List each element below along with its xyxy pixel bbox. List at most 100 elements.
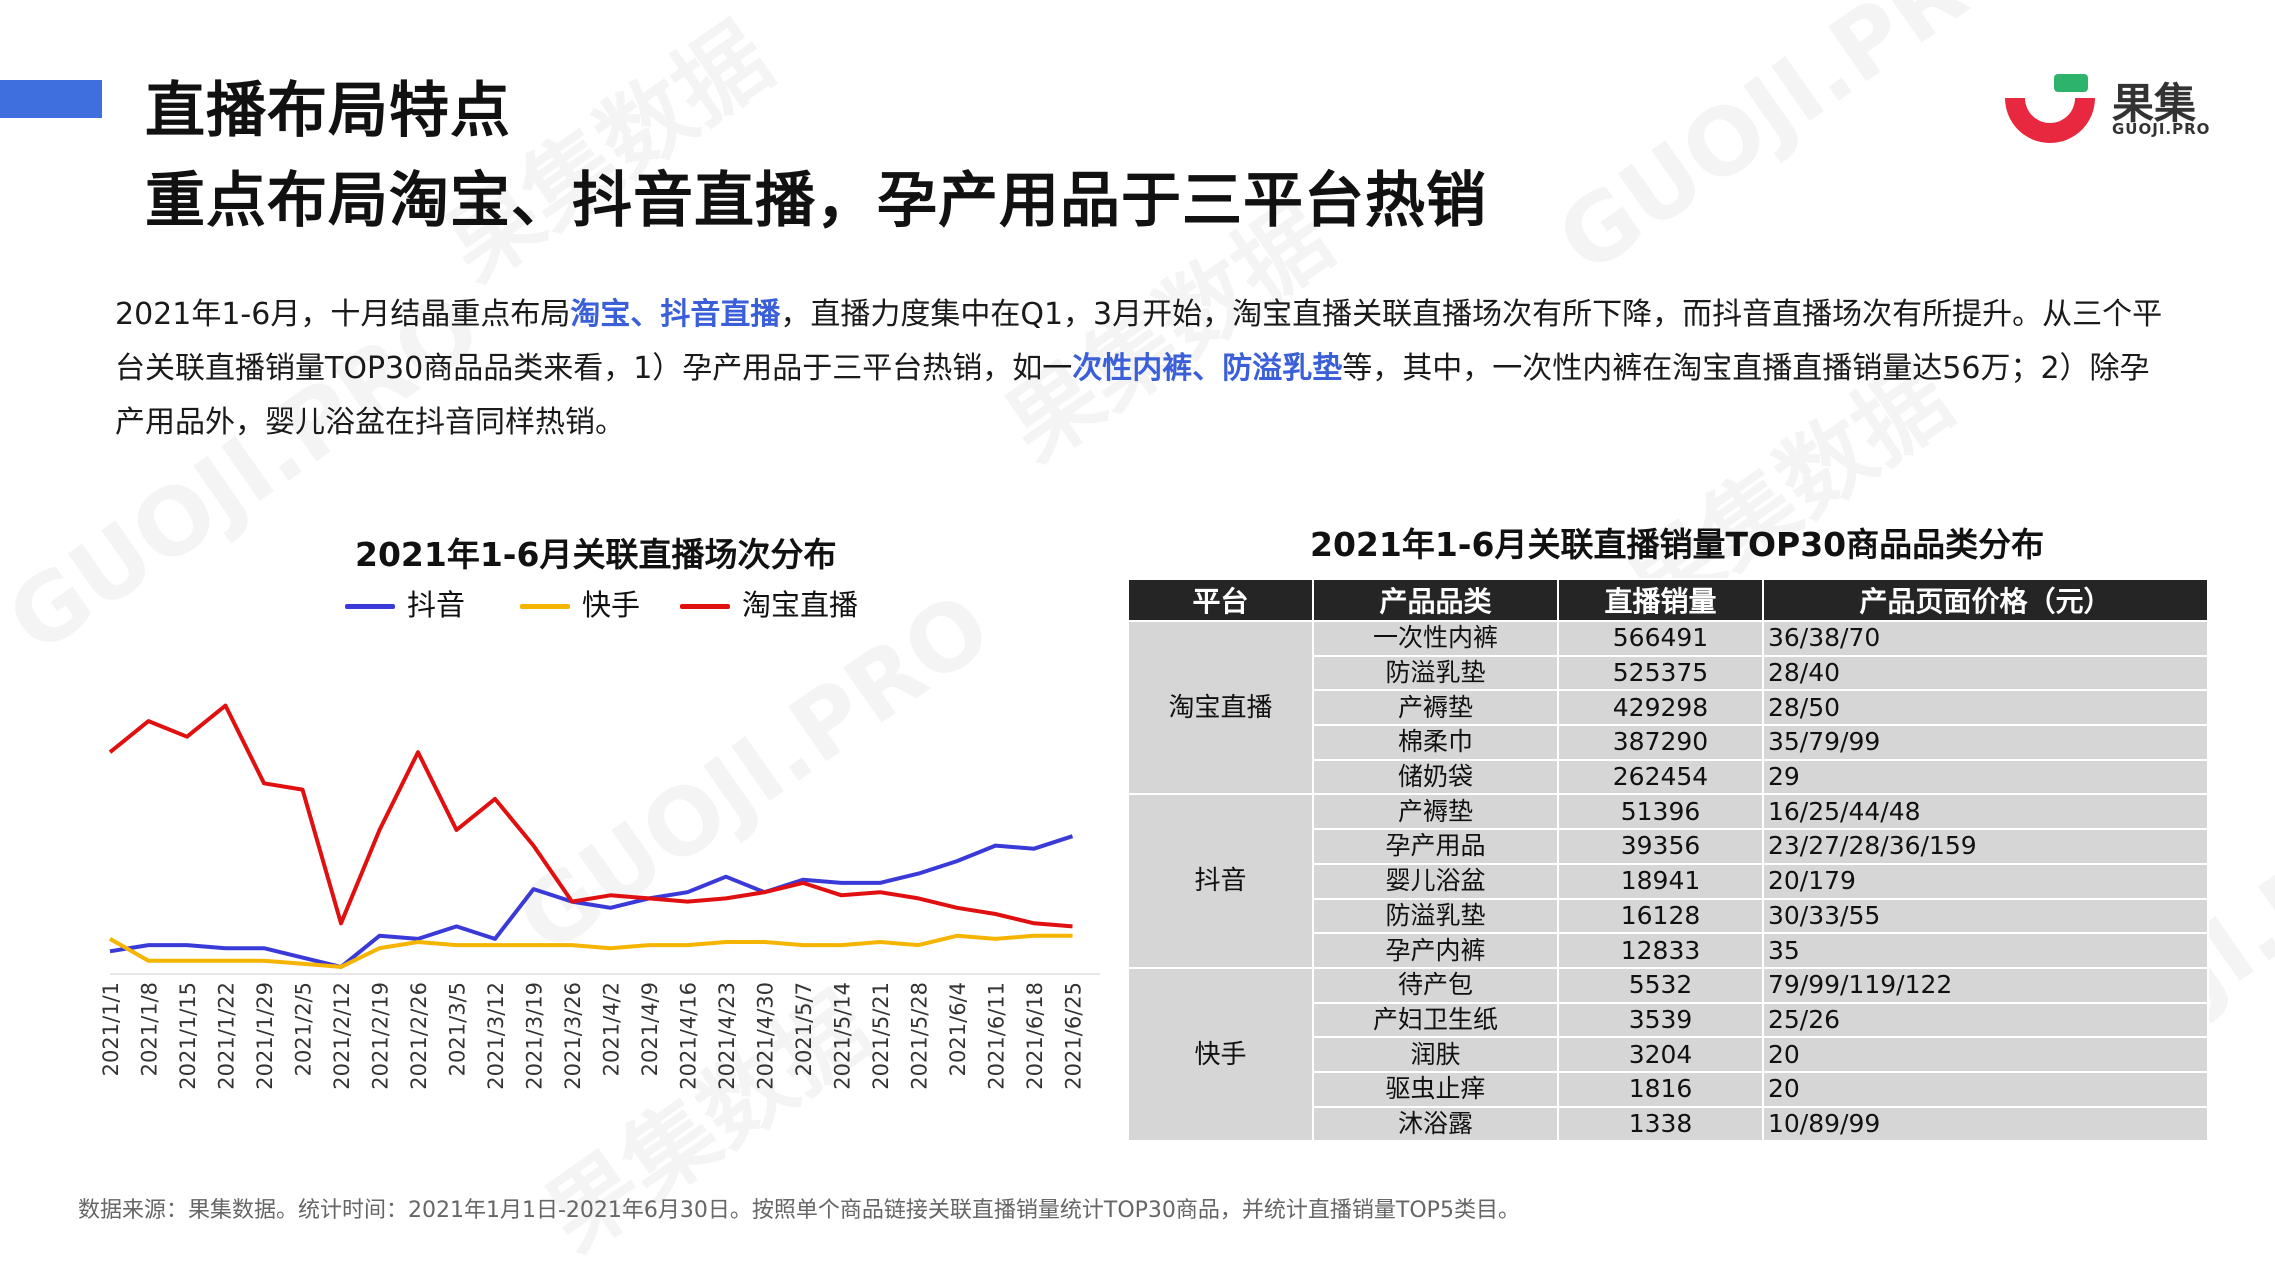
sales-cell: 387290 (1557, 724, 1764, 761)
price-cell: 20/179 (1762, 862, 2209, 900)
header-sales: 直播销量 (1557, 578, 1764, 622)
platform-cell: 快手 (1127, 966, 1314, 1143)
category-cell: 防溢乳垫 (1312, 654, 1559, 692)
x-tick-label: 2021/2/26 (407, 982, 431, 1090)
category-cell: 婴儿浴盆 (1312, 862, 1559, 900)
x-tick-label: 2021/6/4 (946, 982, 970, 1076)
page-title: 直播布局特点 (145, 76, 511, 146)
x-tick-label: 2021/4/16 (677, 982, 701, 1090)
price-cell: 35/79/99 (1762, 724, 2209, 761)
page-subtitle: 重点布局淘宝、抖音直播，孕产用品于三平台热销 (145, 166, 1487, 236)
sales-cell: 1338 (1557, 1105, 1764, 1143)
logo-brand-text: 果集 (2112, 79, 2197, 128)
sales-cell: 525375 (1557, 654, 1764, 692)
sales-cell: 1816 (1557, 1070, 1764, 1108)
category-cell: 孕产内裤 (1312, 932, 1559, 969)
price-cell: 28/50 (1762, 689, 2209, 727)
logo-brand-subtext: GUOJI.PRO (2112, 120, 2211, 138)
platform-cell: 淘宝直播 (1127, 619, 1314, 796)
category-cell: 润肤 (1312, 1036, 1559, 1073)
sales-cell: 262454 (1557, 758, 1764, 796)
price-cell: 36/38/70 (1762, 620, 2209, 657)
x-tick-label: 2021/5/7 (792, 982, 816, 1076)
table-row: 防溢乳垫 16128 30/33/55 (1128, 897, 2209, 935)
data-source-footnote: 数据来源：果集数据。统计时间：2021年1月1日-2021年6月30日。按照单个… (78, 1198, 1520, 1223)
sales-cell: 16128 (1557, 897, 1764, 935)
category-cell: 产褥垫 (1312, 793, 1559, 831)
x-tick-label: 2021/3/26 (561, 982, 585, 1090)
table-row: 储奶袋 262454 29 (1128, 758, 2209, 796)
category-cell: 防溢乳垫 (1312, 897, 1559, 935)
title-accent-bar (0, 80, 102, 118)
x-tick-label: 2021/2/5 (292, 982, 316, 1076)
table-row: 棉柔巾 387290 35/79/99 (1128, 724, 2209, 761)
category-cell: 产褥垫 (1312, 689, 1559, 727)
table-header-row: 平台 产品品类 直播销量 产品页面价格（元） (1127, 578, 2209, 622)
sales-cell: 429298 (1557, 689, 1764, 727)
x-tick-label: 2021/3/12 (484, 982, 508, 1090)
x-tick-label: 2021/6/11 (985, 982, 1009, 1090)
highlight-text: 次性内裤、防溢乳垫 (1072, 351, 1343, 386)
table-row: 淘宝直播 一次性内裤 566491 36/38/70 (1127, 619, 2209, 796)
sales-cell: 5532 (1557, 966, 1764, 1004)
category-cell: 驱虫止痒 (1312, 1070, 1559, 1108)
summary-paragraph: 2021年1-6月，十月结晶重点布局淘宝、抖音直播，直播力度集中在Q1，3月开始… (115, 297, 2163, 440)
price-cell: 79/99/119/122 (1762, 966, 2209, 1004)
sales-cell: 18941 (1557, 862, 1764, 900)
price-cell: 35 (1762, 932, 2209, 969)
sales-cell: 39356 (1557, 828, 1764, 865)
series-line-1 (109, 933, 1073, 969)
x-tick-label: 2021/5/28 (908, 982, 932, 1090)
x-tick-label: 2021/1/29 (253, 982, 277, 1090)
category-cell: 待产包 (1312, 966, 1559, 1004)
table-row: 产褥垫 429298 28/50 (1128, 689, 2209, 727)
table-row: 快手 待产包 5532 79/99/119/122 (1127, 966, 2209, 1143)
table-row: 防溢乳垫 525375 28/40 (1128, 654, 2209, 692)
x-tick-label: 2021/2/12 (330, 982, 354, 1090)
sales-cell: 566491 (1557, 620, 1764, 657)
x-tick-label: 2021/1/15 (176, 982, 200, 1090)
table-row: 孕产内裤 12833 35 (1128, 932, 2209, 969)
category-cell: 孕产用品 (1312, 828, 1559, 865)
guoji-logo-icon (2005, 74, 2095, 143)
x-tick-label: 2021/4/9 (638, 982, 662, 1076)
table-row: 润肤 3204 20 (1128, 1036, 2209, 1073)
price-cell: 23/27/28/36/159 (1762, 828, 2209, 865)
x-tick-label: 2021/1/1 (99, 982, 123, 1076)
x-tick-label: 2021/5/21 (869, 982, 893, 1090)
highlight-text: 淘宝、抖音直播 (570, 297, 781, 332)
x-tick-label: 2021/2/19 (369, 982, 393, 1090)
price-cell: 10/89/99 (1762, 1105, 2209, 1143)
table-row: 沐浴露 1338 10/89/99 (1128, 1105, 2209, 1143)
x-tick-label: 2021/3/19 (523, 982, 547, 1090)
category-cell: 棉柔巾 (1312, 724, 1559, 761)
live-sessions-line-chart: 2021/1/1 2021/1/8 2021/1/15 2021/1/22 2021/1… (99, 703, 1100, 1090)
header-category: 产品品类 (1312, 578, 1559, 622)
header-platform: 平台 (1127, 578, 1314, 622)
price-cell: 16/25/44/48 (1762, 793, 2209, 831)
x-tick-label: 2021/4/30 (754, 982, 778, 1090)
category-cell: 一次性内裤 (1312, 620, 1559, 657)
header-price: 产品页面价格（元） (1762, 578, 2209, 622)
sales-cell: 3539 (1557, 1001, 1764, 1039)
watermark: GUOJI.PRO (1539, 0, 2050, 295)
price-cell: 20 (1762, 1036, 2209, 1073)
sales-cell: 12833 (1557, 932, 1764, 969)
sales-cell: 3204 (1557, 1036, 1764, 1073)
table-row: 抖音 产褥垫 51396 16/25/44/48 (1127, 793, 2209, 969)
table-title: 2021年1-6月关联直播销量TOP30商品品类分布 (1310, 525, 2045, 564)
table-row: 驱虫止痒 1816 20 (1128, 1070, 2209, 1108)
sales-cell: 51396 (1557, 793, 1764, 831)
category-cell: 储奶袋 (1312, 758, 1559, 796)
table-row: 孕产用品 39356 23/27/28/36/159 (1128, 828, 2209, 865)
price-cell: 20 (1762, 1070, 2209, 1108)
price-cell: 30/33/55 (1762, 897, 2209, 935)
x-tick-label: 2021/4/2 (600, 982, 624, 1076)
price-cell: 25/26 (1762, 1001, 2209, 1039)
price-cell: 28/40 (1762, 654, 2209, 692)
x-tick-label: 2021/1/22 (215, 982, 239, 1090)
table-row: 产妇卫生纸 3539 25/26 (1128, 1001, 2209, 1039)
table-row: 婴儿浴盆 18941 20/179 (1128, 862, 2209, 900)
platform-cell: 抖音 (1127, 793, 1314, 969)
top30-category-table: 平台 产品品类 直播销量 产品页面价格（元） 淘宝直播 一次性内裤 566491 36… (1127, 578, 2209, 1143)
